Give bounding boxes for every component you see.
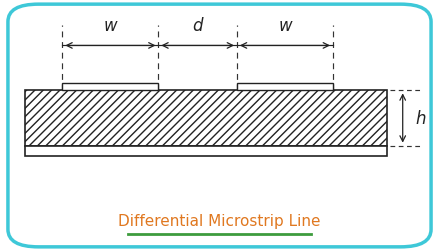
Bar (237, 84, 332, 91)
Text: Differential Microstrip Line: Differential Microstrip Line (118, 213, 320, 228)
FancyBboxPatch shape (8, 5, 430, 247)
Text: w: w (278, 17, 291, 35)
Bar (25, 146, 387, 156)
Text: h: h (415, 110, 425, 128)
Text: w: w (103, 17, 117, 35)
Bar (25, 91, 387, 146)
Text: d: d (192, 17, 202, 35)
Bar (62, 84, 158, 91)
